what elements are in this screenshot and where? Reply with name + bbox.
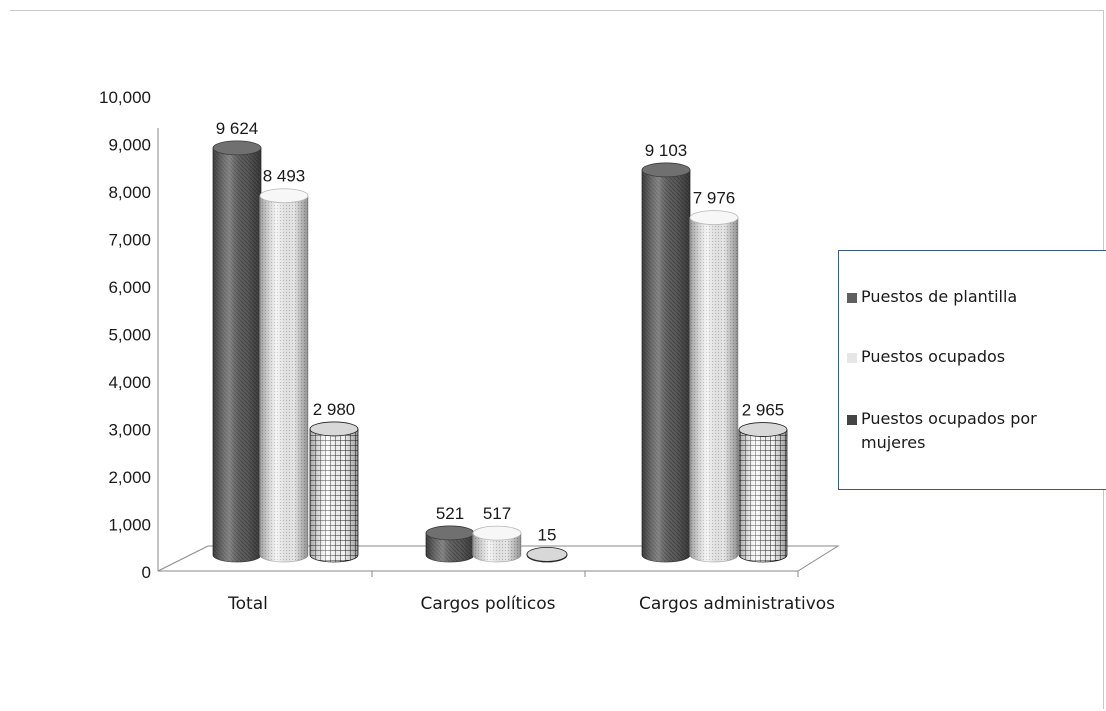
y-tick-label: 3,000 [108,421,151,440]
legend-item-puestos-ocupados-por-mujeres: Puestos ocupados por mujeres [847,407,1077,455]
category-label: Cargos políticos [420,594,555,614]
legend-label: Puestos ocupados por mujeres [861,409,1037,452]
bar [738,422,788,563]
y-tick-label: 1,000 [108,516,151,535]
bar [526,546,568,563]
value-label: 517 [483,504,511,523]
category-label: Total [227,594,268,614]
legend-swatch-light [847,353,857,363]
value-label: 8 493 [263,167,306,186]
category-label: Cargos administrativos [639,594,835,614]
legend-item-puestos-ocupados: Puestos ocupados [847,345,1005,369]
bars [212,140,788,563]
legend-swatch-grid [847,415,857,425]
value-labels: 9 624 8 493 2 980 521 517 15 9 103 7 976 2 965 [216,119,785,544]
y-tick-labels: 0 1,000 2,000 3,000 4,000 5,000 6,000 7,000 8,00… [99,88,151,582]
value-label: 521 [436,504,464,523]
y-tick-label: 6,000 [108,278,151,297]
value-label: 9 103 [645,141,688,160]
value-label: 2 965 [742,401,785,420]
y-tick-label: 9,000 [108,136,151,155]
value-label: 9 624 [216,119,259,138]
category-labels: Total Cargos políticos Cargos administrati… [227,594,835,614]
bar [425,525,475,563]
y-tick-label: 10,000 [99,88,151,107]
y-tick-label: 8,000 [108,183,151,202]
bar [472,525,522,563]
y-tick-label: 0 [142,563,151,582]
y-tick-label: 7,000 [108,231,151,250]
y-tick-label: 2,000 [108,468,151,487]
legend: Puestos de plantilla Puestos ocupados Pu… [838,250,1106,490]
bar [212,140,262,563]
legend-item-puestos-de-plantilla: Puestos de plantilla [847,285,1017,309]
bar [689,210,739,563]
y-tick-label: 4,000 [108,373,151,392]
bar [641,162,691,563]
y-tick-label: 5,000 [108,326,151,345]
value-label: 2 980 [313,400,356,419]
bar [259,188,309,563]
value-label: 15 [538,525,557,544]
value-label: 7 976 [693,189,736,208]
legend-label: Puestos ocupados [861,347,1006,366]
bar [309,421,359,563]
legend-swatch-dark [847,293,857,303]
legend-label: Puestos de plantilla [861,287,1018,306]
